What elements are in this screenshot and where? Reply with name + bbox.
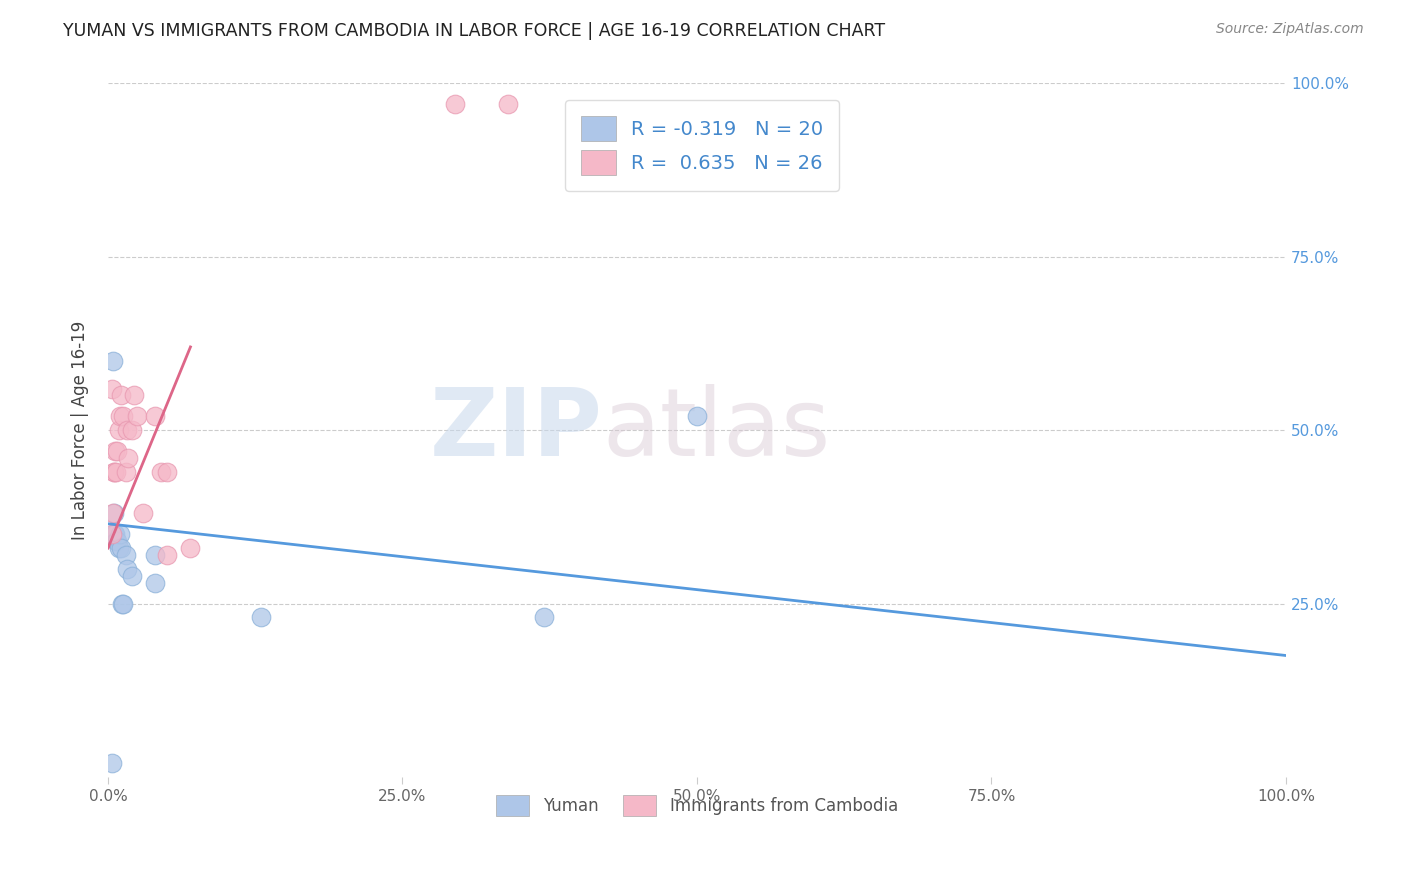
Point xyxy=(108,409,131,424)
Point xyxy=(533,610,555,624)
Point xyxy=(101,507,124,521)
Point xyxy=(117,450,139,465)
Point xyxy=(121,423,143,437)
Point xyxy=(156,465,179,479)
Point xyxy=(143,548,166,562)
Point xyxy=(101,353,124,368)
Point xyxy=(115,423,138,437)
Point xyxy=(105,534,128,549)
Point xyxy=(103,527,125,541)
Point xyxy=(100,756,122,770)
Point xyxy=(132,507,155,521)
Point xyxy=(111,597,134,611)
Point xyxy=(112,409,135,424)
Point xyxy=(104,444,127,458)
Point xyxy=(107,444,129,458)
Point xyxy=(250,610,273,624)
Y-axis label: In Labor Force | Age 16-19: In Labor Force | Age 16-19 xyxy=(72,320,89,540)
Point xyxy=(156,548,179,562)
Point xyxy=(110,541,132,555)
Point xyxy=(107,534,129,549)
Point xyxy=(115,562,138,576)
Point xyxy=(143,575,166,590)
Point xyxy=(103,465,125,479)
Text: ZIP: ZIP xyxy=(430,384,603,476)
Point xyxy=(108,527,131,541)
Point xyxy=(150,465,173,479)
Point xyxy=(498,97,520,112)
Point xyxy=(127,409,149,424)
Point xyxy=(686,409,709,424)
Point xyxy=(107,541,129,555)
Point xyxy=(122,388,145,402)
Text: atlas: atlas xyxy=(603,384,831,476)
Point xyxy=(143,409,166,424)
Point xyxy=(104,527,127,541)
Text: Source: ZipAtlas.com: Source: ZipAtlas.com xyxy=(1216,22,1364,37)
Point xyxy=(114,548,136,562)
Legend: Yuman, Immigrants from Cambodia: Yuman, Immigrants from Cambodia xyxy=(488,787,907,824)
Point xyxy=(179,541,201,555)
Point xyxy=(110,388,132,402)
Point xyxy=(114,465,136,479)
Point xyxy=(121,568,143,582)
Point xyxy=(103,507,125,521)
Point xyxy=(112,597,135,611)
Text: YUMAN VS IMMIGRANTS FROM CAMBODIA IN LABOR FORCE | AGE 16-19 CORRELATION CHART: YUMAN VS IMMIGRANTS FROM CAMBODIA IN LAB… xyxy=(63,22,886,40)
Point xyxy=(107,423,129,437)
Point xyxy=(100,382,122,396)
Point xyxy=(100,527,122,541)
Point xyxy=(105,465,128,479)
Point xyxy=(103,465,125,479)
Point xyxy=(444,97,467,112)
